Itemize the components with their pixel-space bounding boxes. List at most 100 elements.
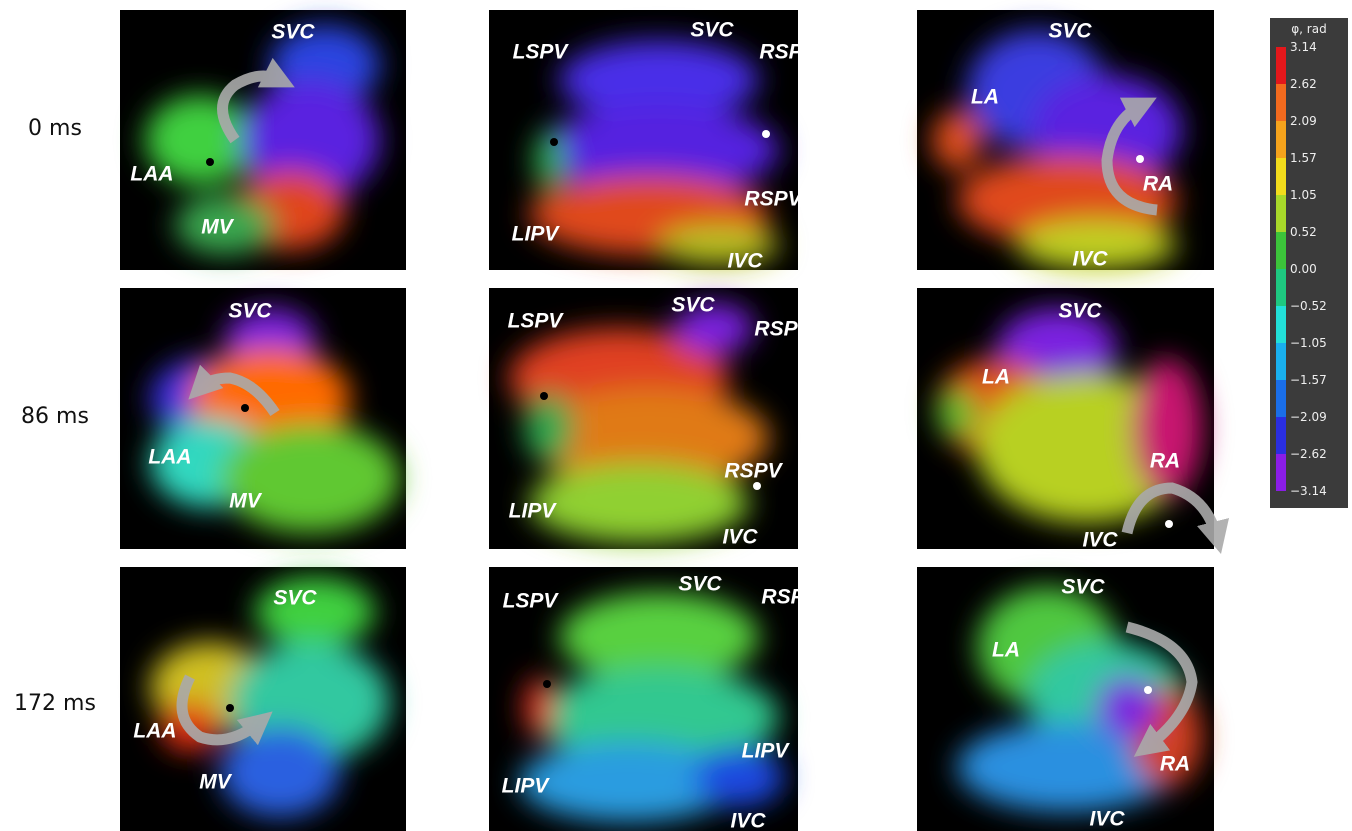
phase-singularity [206, 158, 214, 166]
row-label: 0 ms [0, 116, 110, 141]
anatomy-label: IVC [727, 250, 763, 273]
colorbar-tick: 2.62 [1290, 78, 1317, 90]
anatomy-label: RA [1150, 450, 1180, 473]
surface-region [524, 393, 574, 463]
colorbar-tick: −2.09 [1290, 411, 1327, 423]
anatomy-label: SVC [678, 573, 722, 596]
surface-region [937, 388, 977, 438]
surface-region [1132, 358, 1202, 498]
colorbar-tick: −1.57 [1290, 374, 1327, 386]
phase-singularity [1165, 520, 1173, 528]
colorbar-segment [1276, 47, 1286, 84]
anatomy-label: LIPV [512, 223, 561, 246]
colorbar-tick: 1.05 [1290, 189, 1317, 201]
anatomy-label: LIPV [509, 500, 558, 523]
heart-surface [519, 592, 784, 822]
heart-surface [150, 308, 400, 533]
colorbar-segment [1276, 158, 1286, 195]
colorbar-tick: 2.09 [1290, 115, 1317, 127]
anatomy-label: SVC [1061, 576, 1105, 599]
colorbar-segment [1276, 84, 1286, 121]
anatomy-label: MV [199, 771, 232, 794]
surface-region [932, 110, 982, 170]
anatomy-label: SVC [1058, 300, 1102, 323]
anatomy-label: LSPV [508, 310, 565, 333]
anatomy-label: SVC [690, 19, 734, 42]
phase-singularity [226, 704, 234, 712]
colorbar-segment [1276, 232, 1286, 269]
colorbar-tick: −1.05 [1290, 337, 1327, 349]
anatomy-label: LSPV [513, 41, 570, 64]
colorbar-tick: 1.57 [1290, 152, 1317, 164]
colorbar-segment [1276, 121, 1286, 158]
colorbar-title: φ, rad [1270, 22, 1348, 36]
anatomy-label: MV [229, 490, 262, 513]
colorbar-tick: 0.52 [1290, 226, 1317, 238]
anatomy-label: IVC [730, 810, 766, 831]
colorbar-segment [1276, 454, 1286, 491]
anatomy-label: LA [982, 366, 1010, 389]
anatomy-label: RSPV [744, 188, 803, 211]
map-panel: LSPVSVCRSPVLIPVLIPVIVC [489, 567, 798, 831]
heart-surface [932, 30, 1182, 270]
anatomy-label: SVC [271, 21, 315, 44]
figure: φ, rad 3.142.622.091.571.050.520.00−0.52… [0, 0, 1352, 831]
heart-surface [529, 40, 779, 265]
phase-singularity [1136, 155, 1144, 163]
colorbar-segment [1276, 380, 1286, 417]
anatomy-label: IVC [722, 526, 758, 549]
map-panel: LSPVSVCRSPVRSPVLIPVIVC [489, 10, 798, 270]
surface-region [529, 463, 749, 543]
page: Phase maps {"rows": [ {"label": "0 ms", … [0, 0, 1352, 831]
anatomy-label: RA [1160, 753, 1190, 776]
colorbar-segment [1276, 269, 1286, 306]
phase-singularity [241, 404, 249, 412]
heart-surface [145, 25, 380, 255]
anatomy-label: LAA [148, 446, 191, 469]
map-image: SVC LAA MV [120, 288, 406, 549]
anatomy-label: LAA [130, 163, 173, 186]
anatomy-label: LA [971, 86, 999, 109]
colorbar-tick: −3.14 [1290, 485, 1327, 497]
map-image: SVC LAA MV [120, 10, 406, 270]
anatomy-label: SVC [671, 294, 715, 317]
anatomy-label: RSPV [759, 41, 818, 64]
colorbar-segment [1276, 306, 1286, 343]
phase-singularity [540, 392, 548, 400]
surface-region [534, 130, 564, 190]
colorbar-segment [1276, 417, 1286, 454]
colorbar-tick: −2.62 [1290, 448, 1327, 460]
anatomy-label: MV [201, 216, 234, 239]
anatomy-label: RA [1143, 173, 1173, 196]
anatomy-label: SVC [228, 300, 272, 323]
anatomy-label: SVC [273, 587, 317, 610]
anatomy-label: LIPV [742, 740, 791, 763]
map-panel: SVC LA RA IVC [917, 10, 1214, 270]
colorbar-segment [1276, 195, 1286, 232]
phase-singularity [753, 482, 761, 490]
heart-surface [957, 587, 1202, 812]
colorbar-segment [1276, 343, 1286, 380]
surface-region [220, 423, 400, 533]
row-label: 86 ms [0, 404, 110, 429]
row-label: 172 ms [0, 691, 110, 716]
colorbar-tick: 3.14 [1290, 41, 1317, 53]
anatomy-label: SVC [1048, 20, 1092, 43]
phase-singularity [550, 138, 558, 146]
anatomy-label: RSPV [754, 318, 813, 341]
anatomy-label: IVC [1082, 529, 1118, 552]
map-panel: SVC LAA MV [120, 288, 406, 549]
colorbar-tick: −0.52 [1290, 300, 1327, 312]
map-panel: SVC LA RA IVC [917, 288, 1214, 549]
phase-singularity [543, 680, 551, 688]
phase-singularity [762, 130, 770, 138]
anatomy-label: IVC [1089, 808, 1125, 831]
anatomy-label: IVC [1072, 248, 1108, 271]
